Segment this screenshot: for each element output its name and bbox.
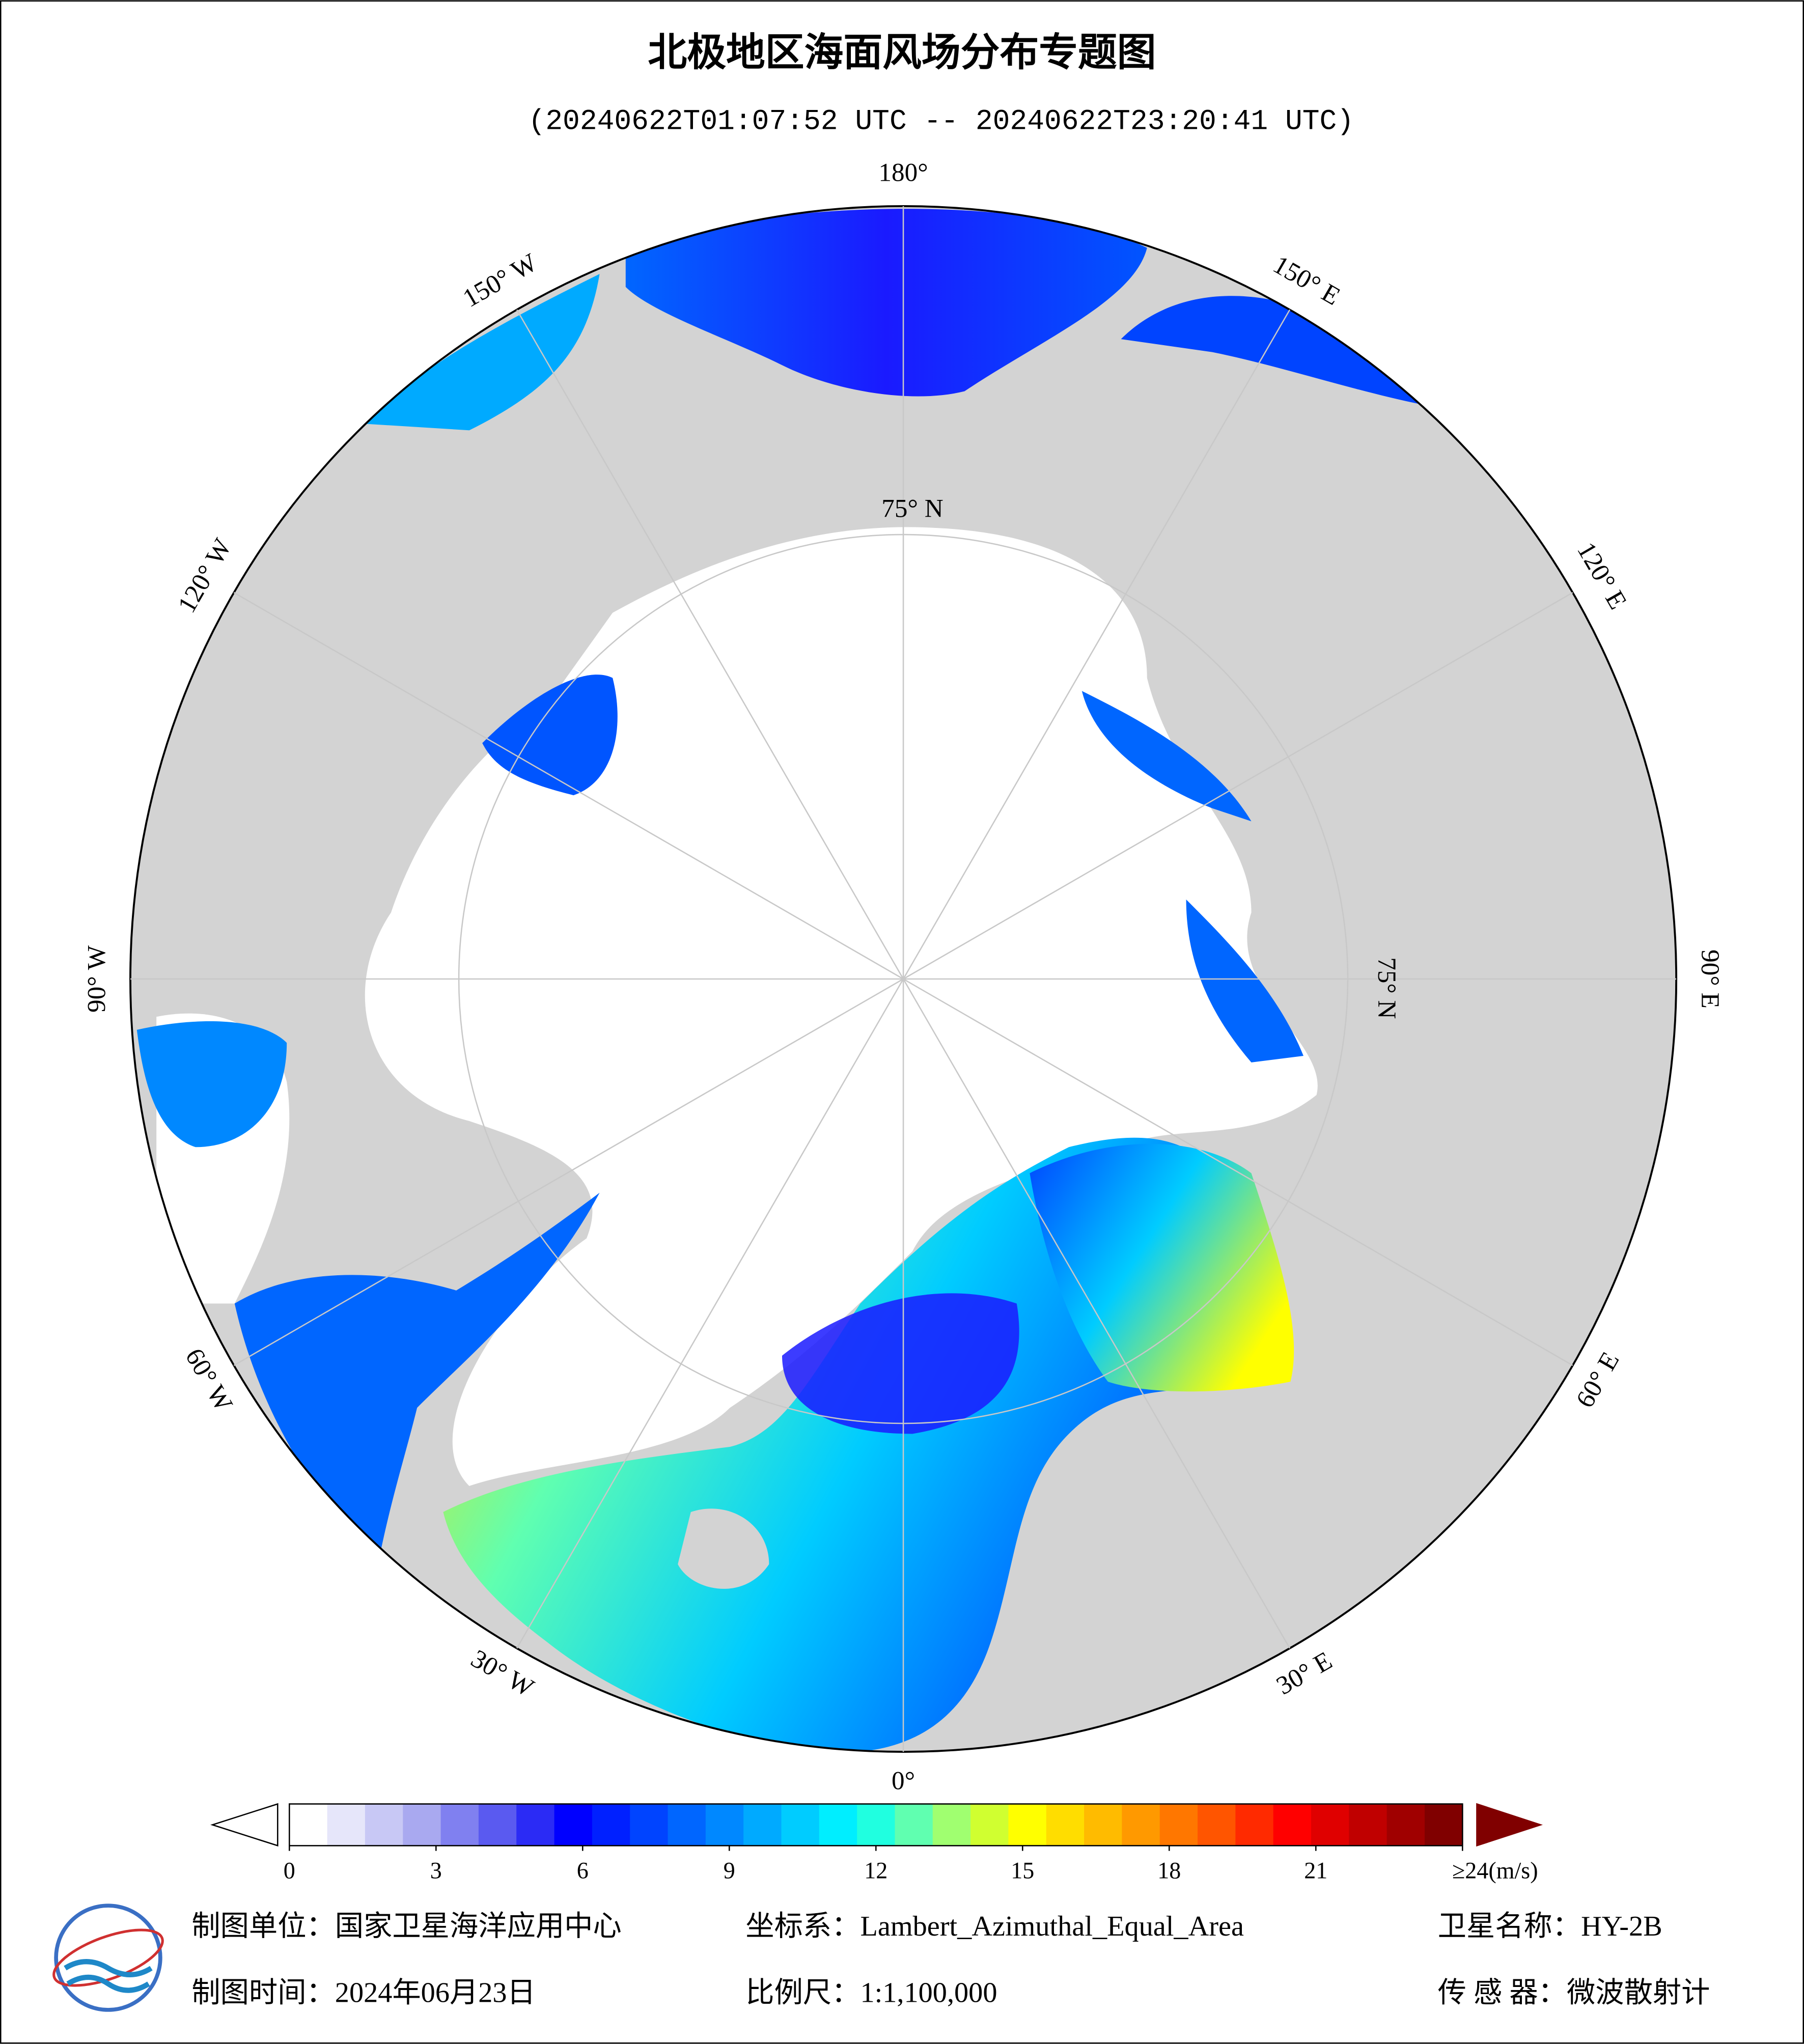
colorbar-over bbox=[1476, 1803, 1543, 1847]
colorbar-swatch bbox=[1235, 1804, 1274, 1846]
colorbar-swatch bbox=[478, 1804, 517, 1846]
title: 北极地区海面风场分布专题图 bbox=[648, 30, 1156, 75]
logo-orbit bbox=[52, 1928, 164, 1987]
colorbar-swatch bbox=[403, 1804, 441, 1846]
footer: 制图单位：国家卫星海洋应用中心 坐标系：Lambert_Azimuthal_Equ… bbox=[191, 1911, 1710, 2009]
colorbar-swatch bbox=[1198, 1804, 1236, 1846]
longitude-label: 180° bbox=[878, 158, 928, 187]
colorbar-tick-label: 3 bbox=[430, 1858, 442, 1884]
colorbar-swatch bbox=[592, 1804, 631, 1846]
colorbar-swatch bbox=[1424, 1804, 1463, 1846]
colorbar-swatch bbox=[819, 1804, 858, 1846]
colorbar-swatch bbox=[1122, 1804, 1160, 1846]
footer-text: 制图时间：2024年06月23日 bbox=[191, 1977, 536, 2009]
colorbar-swatch bbox=[895, 1804, 934, 1846]
colorbar: 0 3 6 9 12 15 18 21 ≥24(m/s) bbox=[284, 1803, 1538, 1884]
footer-text: 坐标系：Lambert_Azimuthal_Equal_Area bbox=[745, 1911, 1244, 1942]
colorbar-swatch bbox=[1273, 1804, 1312, 1846]
colorbar-tick-label: 0 bbox=[284, 1858, 295, 1884]
colorbar-swatch bbox=[1159, 1804, 1199, 1846]
footer-text: 传 感 器：微波散射计 bbox=[1438, 1977, 1710, 2009]
latitude-label: 75° N bbox=[881, 494, 943, 523]
colorbar-tick-label: ≥24(m/s) bbox=[1452, 1858, 1538, 1884]
colorbar-swatch bbox=[970, 1804, 1009, 1846]
logo-waves bbox=[64, 1959, 153, 1993]
colorbar-swatch bbox=[932, 1804, 972, 1846]
meridian bbox=[903, 978, 1573, 1366]
colorbar-swatch bbox=[289, 1804, 328, 1846]
colorbar-swatch bbox=[365, 1804, 404, 1846]
colorbar-tick-label: 15 bbox=[1011, 1858, 1034, 1884]
colorbar-swatch bbox=[630, 1804, 669, 1846]
colorbar-swatch bbox=[516, 1804, 555, 1846]
wind-pacific bbox=[625, 209, 1147, 397]
wind-barents bbox=[1030, 1143, 1294, 1392]
meridian bbox=[902, 978, 1291, 1649]
meridian bbox=[516, 978, 904, 1649]
wind-greenland-sea bbox=[782, 1293, 1019, 1434]
colorbar-swatch bbox=[440, 1804, 480, 1846]
meridian bbox=[903, 592, 1573, 980]
meridian bbox=[516, 309, 904, 979]
colorbar-swatch bbox=[668, 1804, 707, 1846]
colorbar-swatch bbox=[1008, 1804, 1047, 1846]
colorbar-swatch bbox=[1046, 1804, 1085, 1846]
logo-ring bbox=[54, 1903, 162, 2012]
colorbar-swatch bbox=[327, 1804, 366, 1846]
wind-kara bbox=[1186, 899, 1303, 1062]
colorbar-tick-label: 12 bbox=[864, 1858, 887, 1884]
colorbar-swatch bbox=[743, 1804, 782, 1846]
colorbar-swatch bbox=[781, 1804, 820, 1846]
colorbar-swatch bbox=[554, 1804, 593, 1846]
latitude-label: 75° N bbox=[1372, 957, 1401, 1019]
wind-alaska bbox=[365, 274, 600, 431]
colorbar-tick-label: 21 bbox=[1304, 1858, 1327, 1884]
colorbar-tick-label: 6 bbox=[577, 1858, 589, 1884]
iceland bbox=[678, 1508, 769, 1589]
colorbar-swatch bbox=[705, 1804, 744, 1846]
colorbar-tick-label: 18 bbox=[1157, 1858, 1181, 1884]
meridian bbox=[233, 978, 904, 1366]
wind-labrador bbox=[234, 1192, 600, 1564]
footer-text: 比例尺：1:1,100,000 bbox=[745, 1977, 997, 2009]
longitude-label: 0° bbox=[892, 1766, 915, 1795]
colorbar-swatch bbox=[1084, 1804, 1123, 1846]
logo bbox=[52, 1903, 164, 2012]
wind-beaufort bbox=[482, 675, 618, 796]
meridian bbox=[902, 309, 1291, 979]
colorbar-swatch bbox=[1311, 1804, 1350, 1846]
colorbar-under bbox=[210, 1803, 279, 1847]
colorbar-swatch bbox=[1386, 1804, 1426, 1846]
colorbar-swatch bbox=[1349, 1804, 1387, 1846]
meridian bbox=[233, 592, 904, 980]
longitude-label: 90° E bbox=[1696, 949, 1725, 1009]
colorbar-tick-label: 9 bbox=[724, 1858, 735, 1884]
footer-text: 制图单位：国家卫星海洋应用中心 bbox=[191, 1911, 621, 1942]
subtitle: (20240622T01:07:52 UTC -- 20240622T23:20… bbox=[528, 105, 1354, 137]
longitude-label: 90° W bbox=[82, 945, 111, 1013]
graticule bbox=[129, 205, 1678, 1753]
wind-okhotsk bbox=[1121, 296, 1421, 405]
footer-text: 卫星名称：HY-2B bbox=[1438, 1911, 1662, 1942]
colorbar-swatch bbox=[857, 1804, 896, 1846]
wind-laptev bbox=[1081, 691, 1252, 822]
wind-hudson bbox=[136, 1021, 287, 1147]
